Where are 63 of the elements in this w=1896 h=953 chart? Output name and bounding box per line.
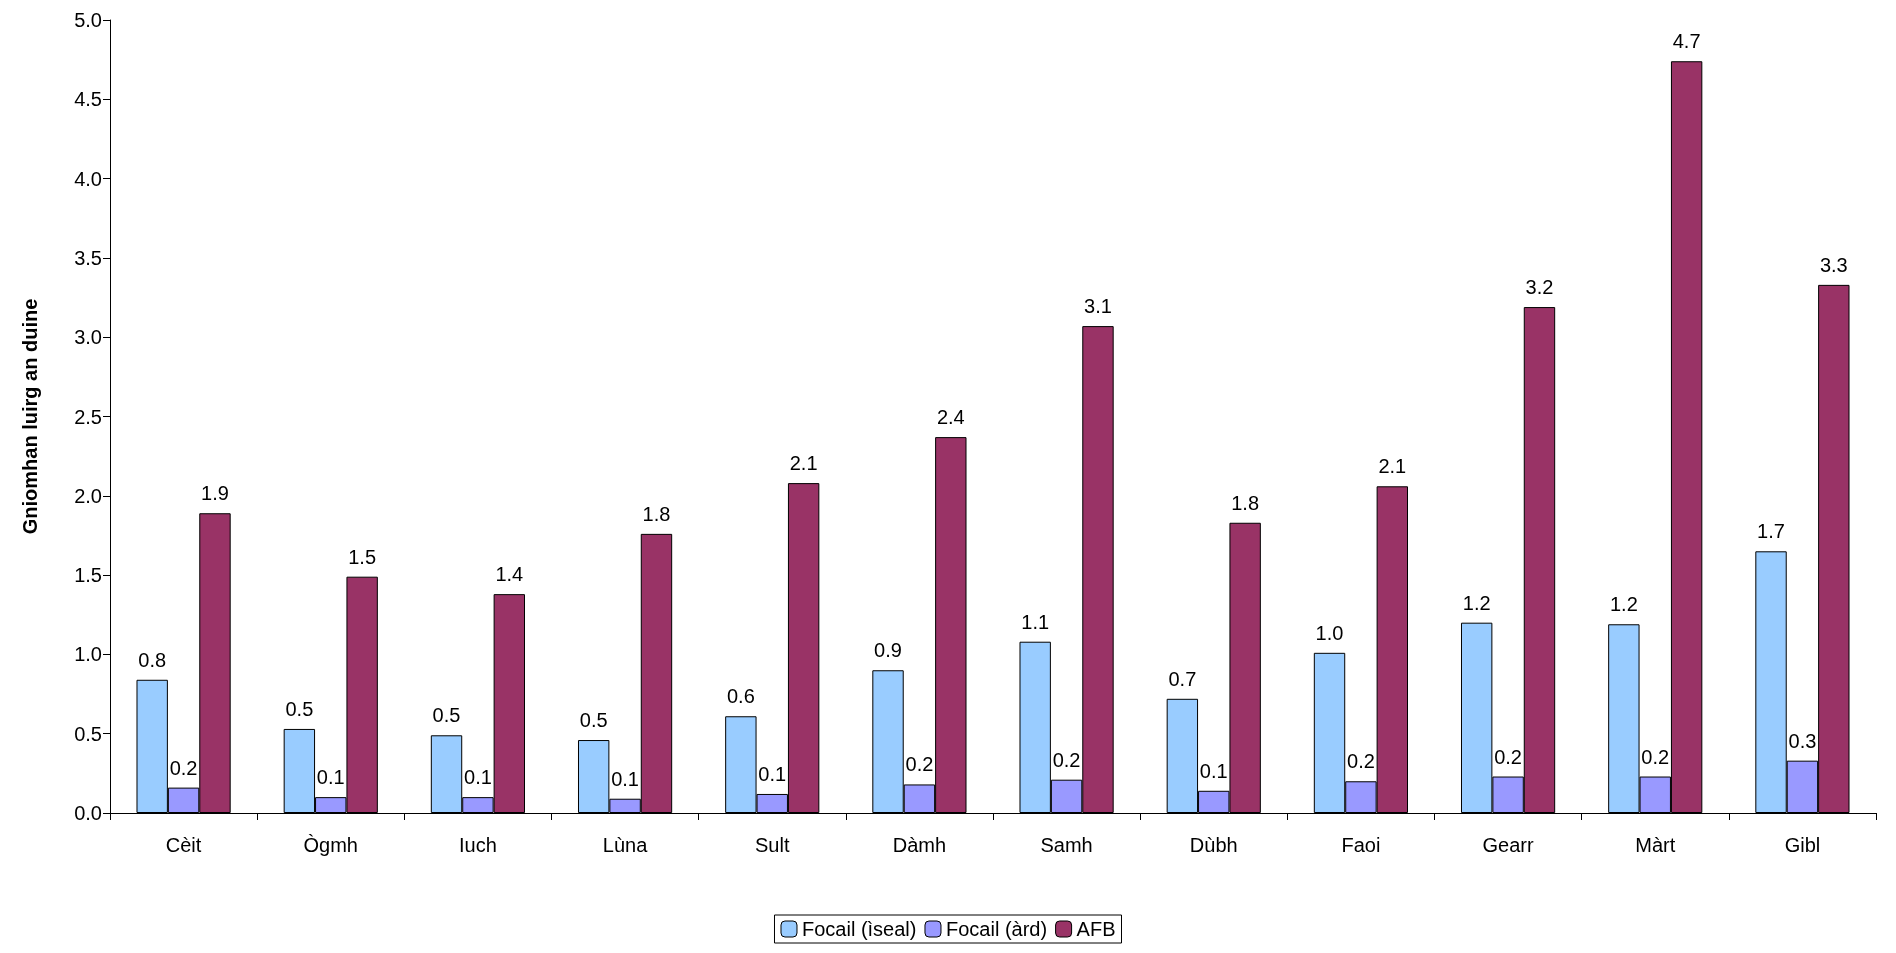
data-label: 0.3 xyxy=(1788,729,1817,752)
y-tick-label: 0.5 xyxy=(74,722,102,745)
y-tick-label: 4.0 xyxy=(74,167,102,190)
data-label: 0.5 xyxy=(285,697,314,720)
data-label: 0.1 xyxy=(611,767,639,790)
data-label: 3.3 xyxy=(1819,253,1848,276)
data-label: 0.2 xyxy=(905,753,934,776)
data-label: 1.7 xyxy=(1757,520,1785,543)
x-tick-label: Dàmh xyxy=(892,834,947,856)
data-label: 1.1 xyxy=(1021,610,1050,633)
data-label: 0.2 xyxy=(1641,745,1670,768)
data-label: 0.1 xyxy=(1199,759,1228,782)
data-label: 1.4 xyxy=(495,563,524,586)
x-tick-label: Faoi xyxy=(1341,834,1381,856)
legend-label: Focail (ìseal) xyxy=(802,918,917,940)
data-label: 0.7 xyxy=(1168,667,1197,690)
data-label: 2.1 xyxy=(1378,455,1407,478)
data-label: 1.5 xyxy=(348,545,377,568)
legend-label: AFB xyxy=(1076,918,1116,940)
data-label: 0.1 xyxy=(758,762,787,785)
y-tick-label: 4.5 xyxy=(74,88,102,111)
data-label: 1.2 xyxy=(1609,593,1638,616)
y-tick-label: 3.0 xyxy=(74,326,102,349)
y-tick-label: 2.5 xyxy=(74,405,102,428)
data-label: 0.2 xyxy=(1052,748,1081,771)
data-label: 0.6 xyxy=(726,685,755,708)
data-label: 0.2 xyxy=(169,756,198,779)
x-tick-label: Gearr xyxy=(1482,834,1534,856)
data-label: 0.1 xyxy=(464,766,492,789)
y-axis-title: Gniomhan luirg an duine xyxy=(19,298,41,535)
data-label: 0.5 xyxy=(432,704,461,727)
data-label: 1.2 xyxy=(1462,591,1491,614)
data-label: 0.5 xyxy=(579,709,608,732)
y-tick-label: 0.0 xyxy=(74,802,102,824)
data-label: 3.1 xyxy=(1084,295,1112,318)
data-label: 0.8 xyxy=(138,648,167,671)
x-tick-label: Gibl xyxy=(1784,834,1821,856)
y-tick-label: 2.0 xyxy=(74,484,102,507)
x-tick-label: Lùna xyxy=(602,834,649,856)
legend-label: Focail (àrd) xyxy=(945,918,1048,940)
x-tick-label: Ògmh xyxy=(303,834,358,856)
y-tick-label: 5.0 xyxy=(74,9,102,31)
data-label: 0.2 xyxy=(1494,745,1522,768)
y-tick-label: 1.5 xyxy=(74,564,102,587)
x-tick-label: Samh xyxy=(1040,834,1093,856)
data-label: 3.2 xyxy=(1525,276,1554,299)
data-label: 1.9 xyxy=(201,482,229,505)
x-tick-label: Sult xyxy=(755,834,790,856)
data-label: 2.1 xyxy=(789,452,818,475)
y-tick-label: 1.0 xyxy=(74,643,102,666)
data-label: 0.9 xyxy=(874,639,902,662)
data-label: 1.8 xyxy=(1231,491,1260,514)
x-tick-label: Dùbh xyxy=(1189,834,1238,856)
data-label: 1.0 xyxy=(1315,621,1344,644)
x-tick-label: Cèit xyxy=(165,834,202,856)
y-tick-label: 3.5 xyxy=(74,246,102,269)
data-label: 1.8 xyxy=(642,502,671,525)
data-label: 0.1 xyxy=(316,766,345,789)
x-tick-label: Màrt xyxy=(1635,834,1676,856)
data-label: 2.4 xyxy=(936,406,965,429)
data-label: 4.7 xyxy=(1672,30,1701,53)
x-tick-label: Iuch xyxy=(459,834,497,856)
data-label: 0.2 xyxy=(1347,750,1375,773)
